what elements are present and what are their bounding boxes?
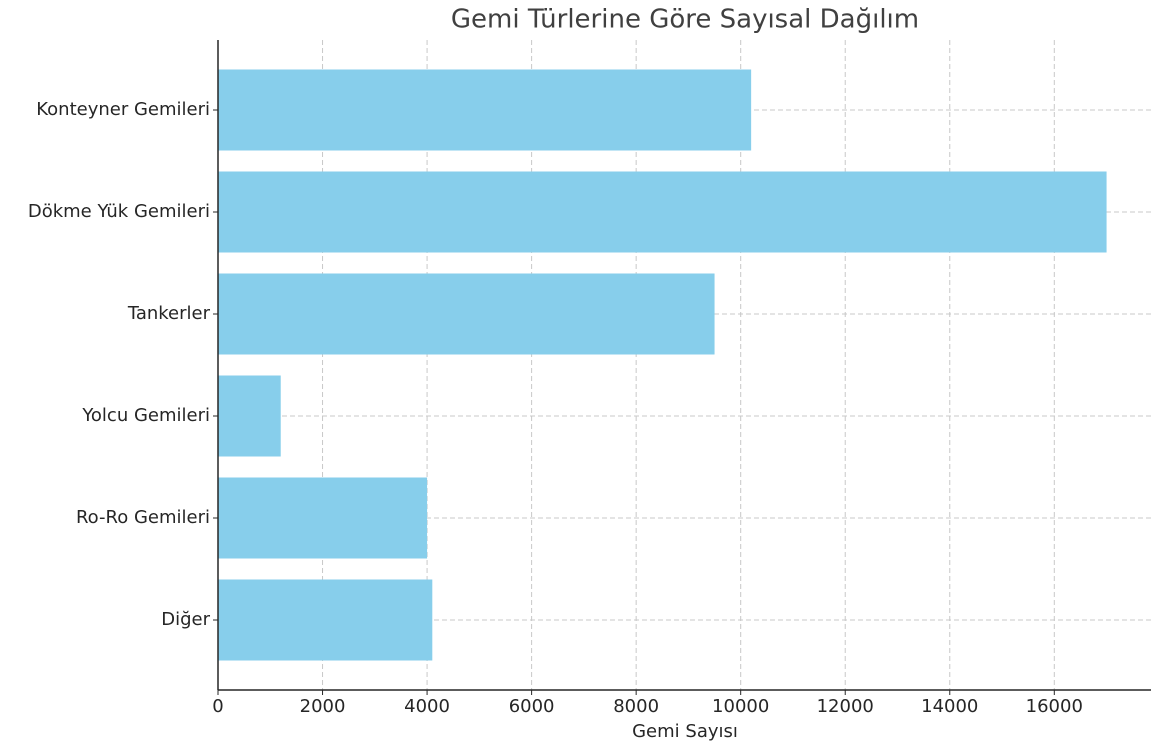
chart-title: Gemi Türlerine Göre Sayısal Dağılım [451,5,919,35]
y-tick-label: Dökme Yük Gemileri [28,201,210,222]
y-tick-label: Yolcu Gemileri [81,405,210,426]
bar [218,579,433,661]
x-tick-label: 14000 [921,696,978,717]
y-tick-label: Konteyner Gemileri [36,99,210,120]
bar [218,171,1107,253]
x-tick-label: 16000 [1026,696,1083,717]
x-tick-label: 8000 [613,696,659,717]
bar [218,477,428,559]
y-tick-label: Ro-Ro Gemileri [76,507,210,528]
x-tick-label: 0 [212,696,223,717]
x-tick-label: 12000 [817,696,874,717]
bar [218,375,281,457]
x-tick-label: 2000 [300,696,346,717]
bar [218,69,752,151]
y-tick-label: Diğer [161,609,210,630]
x-tick-label: 10000 [712,696,769,717]
y-tick-label: Tankerler [127,303,211,324]
x-tick-label: 6000 [509,696,555,717]
x-tick-label: 4000 [404,696,450,717]
x-axis-label: Gemi Sayısı [632,721,738,742]
bar [218,273,715,355]
